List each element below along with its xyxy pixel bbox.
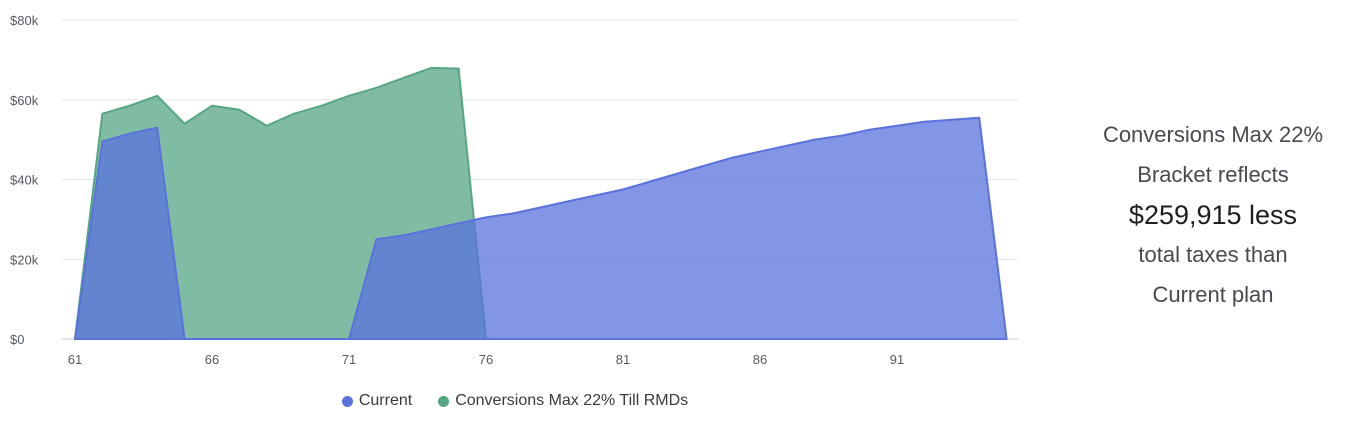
y-tick-label: $0 [10,332,24,347]
y-tick-label: $20k [10,252,39,267]
x-tick-label: 91 [890,352,904,367]
summary-line-4: total taxes than [1138,242,1288,267]
summary-line-1: Conversions Max 22% [1102,122,1324,147]
legend-dot-current [341,395,353,407]
summary-amount: $259,915 less [1128,200,1298,230]
legend-label-current: Current [358,392,413,409]
x-tick-label: 66 [205,352,219,367]
y-tick-label: $60k [10,93,39,108]
area-series-current[interactable] [74,116,1008,340]
tax-summary: Conversions Max 22% Bracket reflects $25… [1070,115,1356,315]
summary-line-5: Current plan [1152,282,1274,307]
x-tick-label: 76 [479,352,493,367]
summary-line-2: Bracket reflects [1137,162,1289,187]
y-tick-label: $40k [10,173,39,188]
legend-label-conversions: Conversions Max 22% Till RMDs [455,392,689,409]
y-tick-label: $80k [10,13,39,28]
tax-area-chart: $0 $20k $40k $60k $80k 61 66 71 76 81 86 91 Current… [0,13,1030,414]
chart-legend: Current Conversions Max 22% Till RMDs [0,388,1030,414]
x-tick-label: 86 [753,352,767,367]
x-tick-label: 71 [342,352,356,367]
chart-plot: $0 $20k $40k $60k $80k 61 66 71 76 81 86 91 [10,13,1018,367]
legend-item-conversions[interactable]: Conversions Max 22% Till RMDs [438,392,688,410]
x-tick-label: 61 [68,352,82,367]
x-tick-label: 81 [616,352,630,367]
legend-item-current[interactable]: Current [341,392,413,410]
legend-dot-conversions [438,395,450,407]
